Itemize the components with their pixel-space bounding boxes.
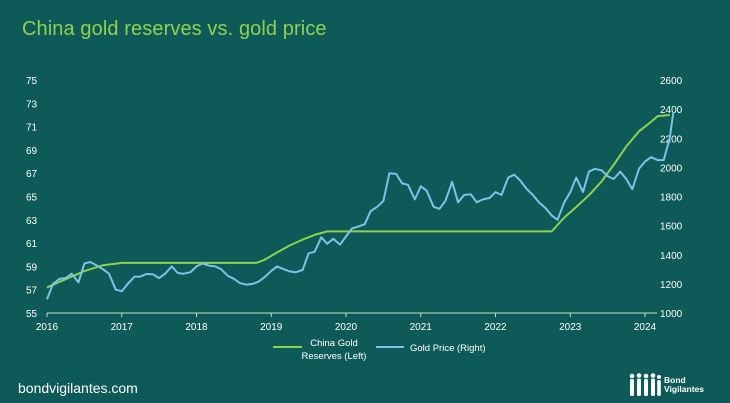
- chart-title: China gold reserves vs. gold price: [22, 18, 327, 40]
- bond-vigilantes-logo: Bond Vigilantes: [628, 372, 724, 398]
- x-tick-label: 2023: [559, 322, 582, 333]
- y-left-tick-label: 55: [26, 309, 38, 320]
- y-left-tick-label: 57: [26, 286, 38, 297]
- people-logo-icon: [629, 373, 661, 396]
- legend: China Gold Reserves (Left) Gold Price (Rig…: [273, 338, 486, 362]
- y-left-tick-label: 71: [26, 123, 38, 134]
- x-tick-label: 2021: [410, 322, 433, 333]
- logo-text-line2: Vigilantes: [664, 384, 704, 394]
- y-left-tick-label: 65: [26, 193, 38, 204]
- x-tick-label: 2017: [111, 322, 134, 333]
- y-right-tick-label: 1600: [660, 222, 683, 233]
- y-right-tick-label: 1800: [660, 193, 683, 204]
- series-group: [46, 111, 675, 300]
- y-left-tick-label: 59: [26, 262, 38, 273]
- x-tick-label: 2022: [484, 322, 507, 333]
- y-right-tick-label: 1000: [660, 309, 683, 320]
- y-left-tick-label: 67: [26, 169, 38, 180]
- x-tick-label: 2016: [36, 322, 59, 333]
- y-right-tick-label: 1200: [660, 280, 683, 291]
- y-left-tick-label: 73: [26, 99, 38, 110]
- series-line-gold-price: [46, 111, 675, 300]
- logo-text: Bond Vigilantes: [664, 376, 704, 394]
- x-tick-label: 2018: [185, 322, 208, 333]
- series-line-china-gold-reserves: [46, 114, 670, 289]
- x-tick-label: 2020: [335, 322, 358, 333]
- axes-group: 2016 2017 2018 2019 2020 2021 2022 2023 2024 55 57…: [26, 76, 683, 333]
- y-left-tick-label: 61: [26, 239, 38, 250]
- x-tick-label: 2024: [634, 322, 657, 333]
- y-right-tick-label: 1400: [660, 251, 683, 262]
- footer-url[interactable]: bondvigilantes.com: [18, 380, 138, 396]
- legend-label-price: Gold Price (Right): [410, 343, 486, 354]
- y-right-tick-label: 2000: [660, 163, 683, 174]
- y-right-tick-label: 2200: [660, 134, 683, 145]
- legend-label-reserves-line1: China Gold: [310, 338, 358, 349]
- y-left-tick-label: 63: [26, 216, 38, 227]
- y-right-tick-label: 2400: [660, 105, 683, 116]
- logo-text-line1: Bond: [664, 375, 686, 385]
- y-left-tick-label: 69: [26, 146, 38, 157]
- x-tick-label: 2019: [260, 322, 283, 333]
- y-left-tick-label: 75: [26, 76, 38, 87]
- legend-label-reserves-line2: Reserves (Left): [302, 351, 367, 362]
- y-right-tick-label: 2600: [660, 76, 683, 87]
